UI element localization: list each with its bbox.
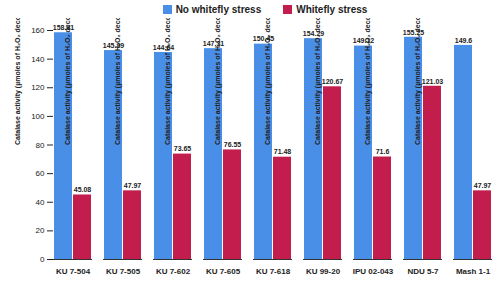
svg-text:Catalase activity (µmoles of H: Catalase activity (µmoles of H₂O₂ decomp…: [414, 18, 422, 145]
svg-text:47.97: 47.97: [124, 182, 142, 189]
svg-text:KU 7-618: KU 7-618: [256, 267, 291, 276]
svg-text:KU 99-20: KU 99-20: [306, 267, 341, 276]
svg-text:149.6: 149.6: [455, 37, 473, 44]
svg-text:80: 80: [36, 141, 45, 150]
svg-text:NDU 5-7: NDU 5-7: [407, 267, 439, 276]
svg-text:76.55: 76.55: [224, 141, 242, 148]
svg-text:154.29: 154.29: [303, 30, 325, 37]
svg-text:73.65: 73.65: [174, 145, 192, 152]
svg-text:KU 7-605: KU 7-605: [206, 267, 241, 276]
svg-text:144.64: 144.64: [153, 44, 175, 51]
svg-text:Mash 1-1: Mash 1-1: [456, 267, 491, 276]
svg-text:140: 140: [31, 55, 45, 64]
svg-text:100: 100: [31, 112, 45, 121]
svg-text:60: 60: [36, 169, 45, 178]
svg-text:0: 0: [40, 255, 45, 264]
svg-text:Catalase activity (µmoles of H: Catalase activity (µmoles of H₂O₂ decomp…: [14, 18, 22, 145]
svg-text:Catalase activity (µmoles of H: Catalase activity (µmoles of H₂O₂ decomp…: [164, 18, 172, 145]
svg-text:Catalase activity (µmoles of H: Catalase activity (µmoles of H₂O₂ decomp…: [114, 18, 122, 145]
svg-text:KU 7-505: KU 7-505: [106, 267, 141, 276]
svg-text:149.12: 149.12: [353, 37, 375, 44]
svg-text:KU 7-602: KU 7-602: [156, 267, 191, 276]
svg-text:145.99: 145.99: [103, 42, 125, 49]
svg-text:120: 120: [31, 83, 45, 92]
svg-text:47.97: 47.97: [474, 182, 492, 189]
svg-text:150.45: 150.45: [253, 35, 275, 42]
svg-text:40: 40: [36, 198, 45, 207]
svg-text:147.31: 147.31: [203, 40, 225, 47]
svg-text:155.25: 155.25: [403, 29, 425, 36]
svg-text:158.41: 158.41: [53, 24, 75, 31]
svg-text:160: 160: [31, 26, 45, 35]
svg-text:71.6: 71.6: [376, 148, 390, 155]
svg-text:Catalase activity (µmoles of H: Catalase activity (µmoles of H₂O₂ decomp…: [314, 18, 322, 145]
svg-text:120.67: 120.67: [322, 78, 344, 85]
svg-text:121.03: 121.03: [422, 78, 444, 85]
svg-text:20: 20: [36, 226, 45, 235]
svg-text:Catalase activity (µmoles of H: Catalase activity (µmoles of H₂O₂ decomp…: [214, 18, 222, 145]
svg-text:KU 7-504: KU 7-504: [56, 267, 91, 276]
svg-text:71.48: 71.48: [274, 148, 292, 155]
svg-text:IPU 02-043: IPU 02-043: [353, 267, 394, 276]
svg-text:45.08: 45.08: [74, 186, 92, 193]
html-text:Whitefly stress: Whitefly stress: [296, 3, 368, 15]
svg-text:Catalase activity (µmoles of H: Catalase activity (µmoles of H₂O₂ decomp…: [64, 18, 72, 145]
html-text:No whitefly stress: No whitefly stress: [175, 3, 262, 15]
